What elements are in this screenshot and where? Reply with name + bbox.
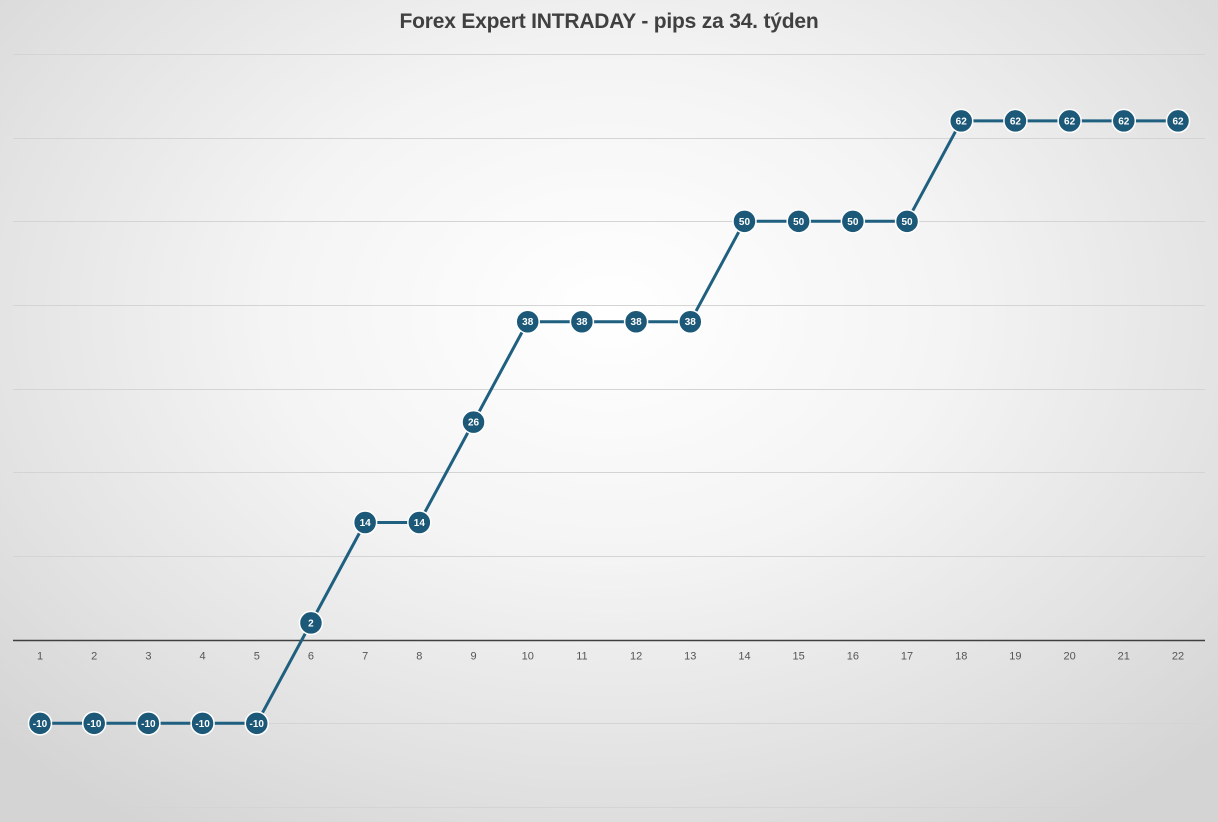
data-point-marker <box>136 711 161 736</box>
data-point-marker <box>732 209 757 234</box>
data-label: 50 <box>793 217 805 228</box>
x-tick-label: 11 <box>576 651 587 663</box>
data-point: 2 <box>298 610 324 636</box>
data-point-marker <box>948 108 974 134</box>
data-point: -10 <box>136 711 161 736</box>
data-label: -10 <box>195 719 210 730</box>
chart-title: Forex Expert INTRADAY - pips za 34. týde… <box>399 10 819 33</box>
data-point: 38 <box>678 309 703 334</box>
data-point-marker <box>786 209 811 234</box>
data-label: 62 <box>1010 116 1022 127</box>
data-point-marker <box>244 711 270 736</box>
data-label: 14 <box>414 518 426 529</box>
data-label: -10 <box>33 719 48 730</box>
gridlines <box>13 54 1205 808</box>
data-label: -10 <box>250 719 265 730</box>
data-label: 2 <box>308 618 314 629</box>
data-point-marker <box>27 711 53 736</box>
x-tick-label: 7 <box>362 651 368 663</box>
data-label: 62 <box>1172 116 1184 127</box>
x-tick-label: 12 <box>630 651 642 663</box>
data-point-marker <box>190 711 215 736</box>
x-tick-label: 21 <box>1118 651 1130 663</box>
x-tick-label: 19 <box>1009 651 1021 663</box>
data-point: 62 <box>1057 108 1082 134</box>
x-tick-label: 6 <box>308 651 314 663</box>
x-tick-label: 13 <box>684 651 696 663</box>
x-tick-label: 17 <box>901 651 913 663</box>
data-point: 38 <box>623 309 649 334</box>
x-tick-label: 16 <box>847 651 859 663</box>
data-label: 62 <box>956 116 968 127</box>
data-point: -10 <box>190 711 215 736</box>
data-point: 50 <box>894 209 920 234</box>
data-label: 38 <box>685 317 697 328</box>
data-point: 50 <box>840 209 866 234</box>
data-point-marker <box>515 309 540 334</box>
data-point-marker <box>1003 108 1028 134</box>
x-tick-label: 2 <box>91 651 97 663</box>
data-label: 38 <box>631 317 643 328</box>
x-tick-label: 9 <box>470 651 476 663</box>
data-point-marker <box>1057 108 1082 134</box>
data-label: 50 <box>901 217 913 228</box>
data-point-marker <box>407 510 432 535</box>
data-point: 62 <box>1165 108 1191 134</box>
data-label: 50 <box>739 217 751 228</box>
data-point: 62 <box>948 108 974 134</box>
data-point-marker <box>1111 108 1137 134</box>
data-label: 14 <box>360 518 372 529</box>
data-point: 26 <box>461 409 486 435</box>
data-point: 50 <box>732 209 757 234</box>
data-label: -10 <box>141 719 156 730</box>
x-tick-label: 4 <box>200 651 206 663</box>
x-tick-label: 5 <box>254 651 260 663</box>
data-point: 38 <box>515 309 540 334</box>
data-point-marker <box>678 309 703 334</box>
data-point-marker <box>298 610 324 636</box>
data-point-marker <box>352 510 378 535</box>
series-line-group <box>40 119 1178 725</box>
data-point: 38 <box>569 309 595 334</box>
x-tick-label: 20 <box>1063 651 1075 663</box>
x-tick-label: 10 <box>522 651 534 663</box>
data-label: -10 <box>87 719 102 730</box>
x-tick-label: 3 <box>145 651 151 663</box>
data-point-marker <box>623 309 649 334</box>
data-point: 14 <box>407 510 432 535</box>
data-point: 50 <box>786 209 811 234</box>
data-point-marker <box>461 409 486 435</box>
data-label: 50 <box>847 217 859 228</box>
data-label: 62 <box>1064 116 1076 127</box>
data-point: 14 <box>352 510 378 535</box>
data-point-marker <box>81 711 107 736</box>
data-point-marker <box>894 209 920 234</box>
x-tick-label: 18 <box>955 651 967 663</box>
data-point-marker <box>840 209 866 234</box>
data-point-marker <box>1165 108 1191 134</box>
data-label: 38 <box>522 317 534 328</box>
data-point: 62 <box>1003 108 1028 134</box>
data-label: 38 <box>576 317 588 328</box>
data-point: -10 <box>244 711 270 736</box>
data-point: -10 <box>27 711 53 736</box>
data-point: -10 <box>81 711 107 736</box>
x-tick-label: 22 <box>1172 651 1184 663</box>
data-label: 26 <box>468 418 480 429</box>
data-point: 62 <box>1111 108 1137 134</box>
x-axis: 1 2 3 4 5 6 7 8 9 10 11 12 13 14 15 16 17 18 19 20 21 22 <box>13 639 1205 663</box>
data-label: 62 <box>1118 116 1130 127</box>
x-tick-label: 8 <box>416 651 422 663</box>
x-tick-label: 15 <box>793 651 805 663</box>
x-tick-label: 14 <box>738 651 750 663</box>
series-line <box>40 119 1178 725</box>
x-tick-label: 1 <box>37 651 43 663</box>
data-point-marker <box>569 309 595 334</box>
